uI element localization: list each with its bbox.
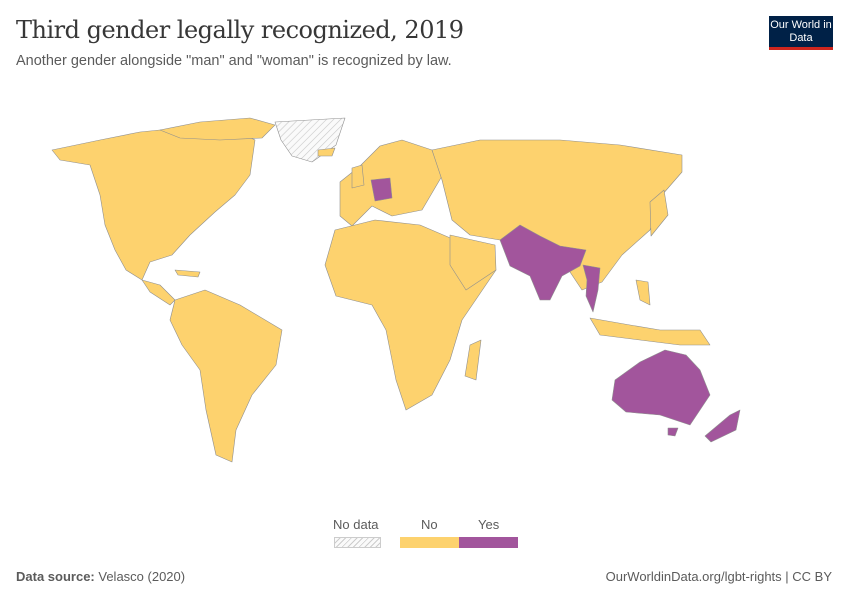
region-asia[interactable] xyxy=(431,139,683,291)
region-caribbean[interactable] xyxy=(174,269,201,278)
legend-swatch-no-data xyxy=(334,537,381,548)
region-north-america[interactable] xyxy=(51,127,256,281)
region-thailand[interactable] xyxy=(582,264,601,313)
source-label: Data source: xyxy=(16,569,95,584)
region-tasmania[interactable] xyxy=(667,427,679,437)
url-license[interactable]: OurWorldinData.org/lgbt-rights | CC BY xyxy=(605,569,832,584)
region-japan[interactable] xyxy=(649,189,669,237)
data-source: Data source: Velasco (2020) xyxy=(16,569,185,584)
region-australia[interactable] xyxy=(611,349,711,426)
chart-title: Third gender legally recognized, 2019 xyxy=(16,16,464,44)
legend-label-yes: Yes xyxy=(478,517,500,532)
region-new-zealand[interactable] xyxy=(704,409,741,443)
region-philippines[interactable] xyxy=(635,279,651,306)
world-map xyxy=(51,117,741,463)
region-iceland[interactable] xyxy=(317,147,336,157)
legend-swatch-yes xyxy=(459,537,518,548)
legend-label-no: No xyxy=(421,517,438,532)
region-indonesia[interactable] xyxy=(589,317,711,346)
region-greenland[interactable] xyxy=(274,117,346,163)
region-europe[interactable] xyxy=(339,139,443,227)
chart-subtitle: Another gender alongside "man" and "woma… xyxy=(16,53,452,69)
region-canada-islands[interactable] xyxy=(159,117,276,141)
region-germany[interactable] xyxy=(370,177,393,202)
legend-swatch-no xyxy=(400,537,459,548)
region-madagascar[interactable] xyxy=(464,339,482,381)
region-arabia[interactable] xyxy=(449,234,497,291)
legend-label-no-data: No data xyxy=(333,517,379,532)
source-value[interactable]: Velasco (2020) xyxy=(98,569,186,584)
region-south-asia[interactable] xyxy=(499,224,587,301)
region-south-america[interactable] xyxy=(169,289,283,463)
region-central-america[interactable] xyxy=(141,279,176,306)
region-uk[interactable] xyxy=(351,164,365,189)
owid-logo[interactable]: Our World in Data xyxy=(769,16,833,50)
